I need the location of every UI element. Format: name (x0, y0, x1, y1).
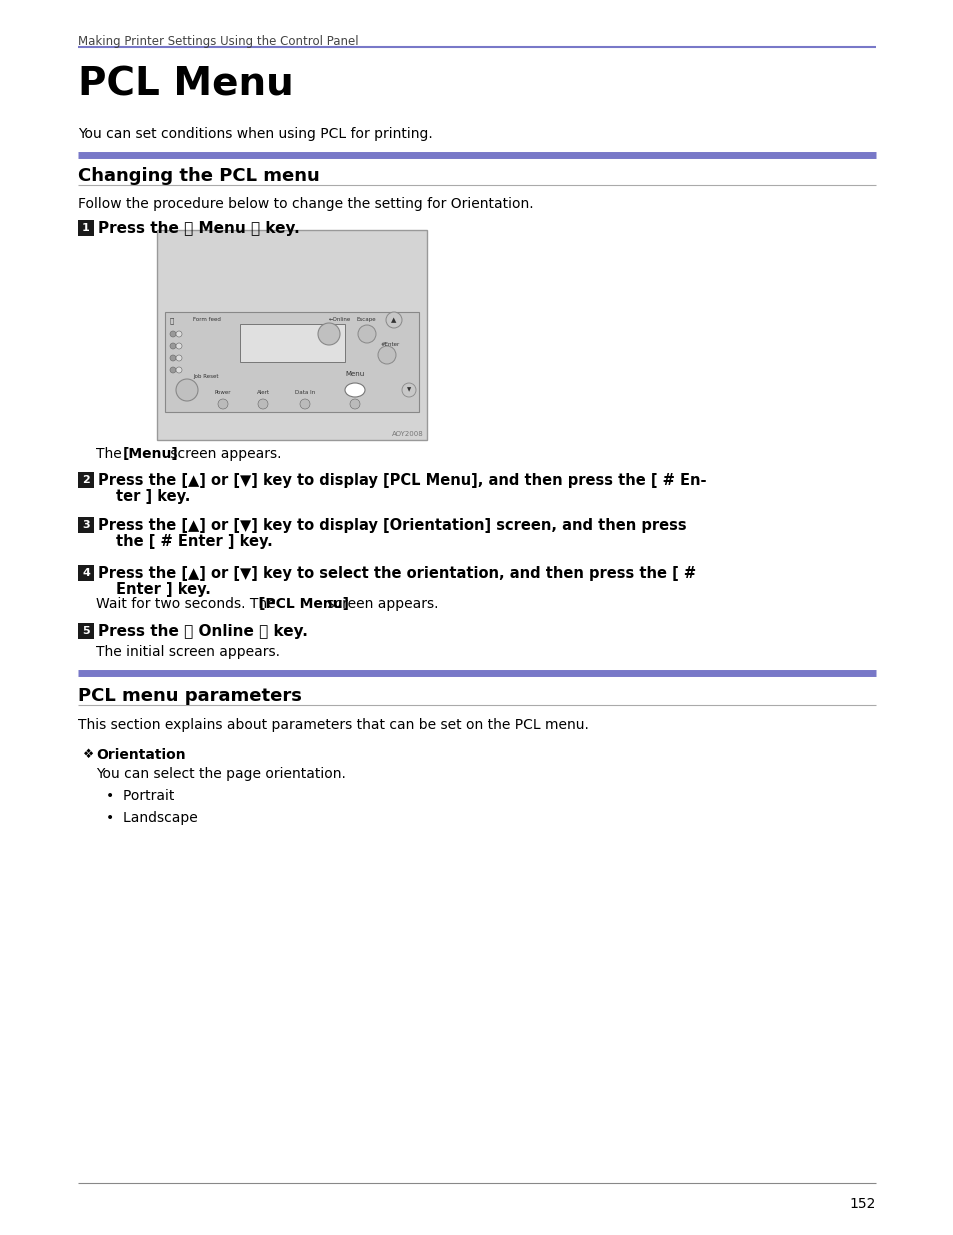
Bar (240, 324, 345, 362)
Circle shape (218, 399, 228, 409)
Text: AOY2008: AOY2008 (392, 431, 423, 437)
Circle shape (175, 379, 198, 401)
Circle shape (401, 383, 416, 396)
Text: [Menu]: [Menu] (123, 447, 178, 461)
Text: ▼: ▼ (406, 388, 411, 393)
Bar (78, 220, 94, 236)
Bar (78, 472, 94, 488)
Text: 5: 5 (82, 626, 90, 636)
Text: Making Printer Settings Using the Control Panel: Making Printer Settings Using the Contro… (78, 35, 358, 48)
Text: screen appears.: screen appears. (323, 597, 438, 611)
Text: 3: 3 (82, 520, 90, 530)
Text: You can set conditions when using PCL for printing.: You can set conditions when using PCL fo… (78, 127, 433, 141)
Circle shape (350, 399, 359, 409)
Text: 152: 152 (849, 1197, 875, 1212)
Text: PCL menu parameters: PCL menu parameters (78, 687, 301, 705)
Text: ▲: ▲ (391, 317, 396, 324)
Circle shape (299, 399, 310, 409)
Text: Data In: Data In (294, 390, 314, 395)
Circle shape (175, 367, 182, 373)
Circle shape (377, 346, 395, 364)
Circle shape (170, 343, 175, 350)
Text: Orientation: Orientation (96, 748, 186, 762)
Text: 2: 2 (82, 475, 90, 485)
Bar (78, 517, 94, 534)
Circle shape (257, 399, 268, 409)
Text: Follow the procedure below to change the setting for Orientation.: Follow the procedure below to change the… (78, 198, 533, 211)
Text: Press the [▲] or [▼] key to display [Orientation] screen, and then press: Press the [▲] or [▼] key to display [Ori… (98, 517, 686, 534)
Text: ❖: ❖ (83, 748, 94, 761)
Text: ⎙: ⎙ (170, 317, 174, 324)
Circle shape (170, 367, 175, 373)
Circle shape (175, 354, 182, 361)
Circle shape (386, 312, 401, 329)
Bar (165, 312, 418, 412)
Text: Power: Power (214, 390, 231, 395)
Text: Form feed: Form feed (193, 317, 221, 322)
Circle shape (357, 325, 375, 343)
Text: 1: 1 (82, 224, 90, 233)
Text: Menu: Menu (345, 370, 364, 377)
Circle shape (170, 354, 175, 361)
Text: 4: 4 (82, 568, 90, 578)
Bar (157, 230, 427, 440)
Text: ter ] key.: ter ] key. (116, 489, 191, 504)
Text: Changing the PCL menu: Changing the PCL menu (78, 167, 319, 185)
Ellipse shape (345, 383, 365, 396)
Text: Job Reset: Job Reset (193, 374, 218, 379)
Text: Press the 【 Menu 】 key.: Press the 【 Menu 】 key. (98, 221, 299, 236)
Bar (78, 622, 94, 638)
Circle shape (170, 331, 175, 337)
Text: You can select the page orientation.: You can select the page orientation. (96, 767, 346, 781)
Text: Press the 【 Online 】 key.: Press the 【 Online 】 key. (98, 624, 308, 638)
Text: The: The (96, 447, 126, 461)
Text: The initial screen appears.: The initial screen appears. (96, 645, 280, 659)
Text: Press the [▲] or [▼] key to display [PCL Menu], and then press the [ # En-: Press the [▲] or [▼] key to display [PCL… (98, 473, 706, 488)
Text: screen appears.: screen appears. (166, 447, 281, 461)
Circle shape (175, 343, 182, 350)
Text: Escape: Escape (356, 317, 376, 322)
Text: PCL Menu: PCL Menu (78, 65, 294, 103)
Text: •  Landscape: • Landscape (106, 811, 197, 825)
Circle shape (317, 324, 339, 345)
Text: Press the [▲] or [▼] key to select the orientation, and then press the [ #: Press the [▲] or [▼] key to select the o… (98, 566, 696, 580)
Bar (78, 564, 94, 580)
Text: #Enter: #Enter (380, 342, 400, 347)
Text: Enter ] key.: Enter ] key. (116, 582, 211, 597)
Text: Alert: Alert (256, 390, 269, 395)
Text: Wait for two seconds. The: Wait for two seconds. The (96, 597, 280, 611)
Text: the [ # Enter ] key.: the [ # Enter ] key. (116, 534, 273, 550)
Text: ←Online: ←Online (329, 317, 351, 322)
Text: •  Portrait: • Portrait (106, 789, 174, 803)
Text: This section explains about parameters that can be set on the PCL menu.: This section explains about parameters t… (78, 718, 588, 732)
Circle shape (175, 331, 182, 337)
Text: [PCL Menu]: [PCL Menu] (258, 597, 349, 611)
